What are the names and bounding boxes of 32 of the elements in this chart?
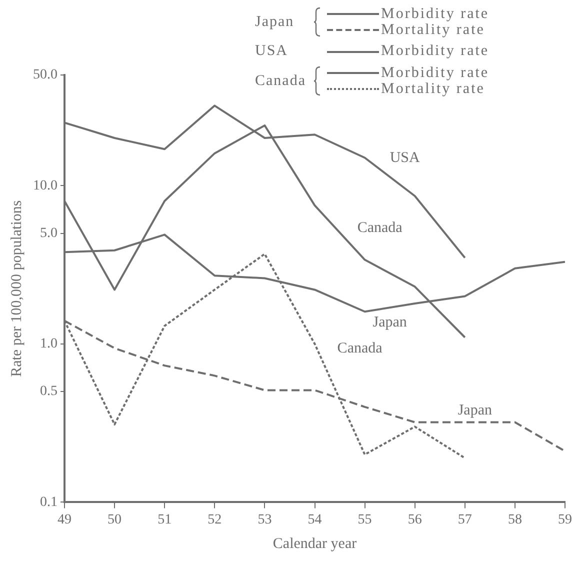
x-tick-label: 55 [358,512,372,528]
x-tick-label: 59 [558,512,572,528]
annotation: Japan [458,402,492,418]
y-tick-label: 5.0 [40,226,58,241]
annotation: USA [390,150,420,166]
y-tick-label: 0.5 [40,384,58,400]
x-tick-label: 51 [158,512,172,528]
x-tick-label: 52 [208,512,222,528]
x-axis-title: Calendar year [272,536,357,552]
annotation: Canada [357,220,403,236]
y-axis-title: Rate per 100,000 populations [8,200,25,377]
x-tick-label: 50 [108,512,122,528]
text: Japan [255,14,296,30]
text: USA [255,43,290,60]
x-tick-label: 53 [258,512,272,528]
y-tick-label: 50.0 [33,68,58,83]
annotation: Canada [255,72,307,90]
legend-label: Morbidity rate [381,64,490,82]
legend-label: Morbidity rate [381,43,490,60]
x-tick-label: 54 [308,512,322,528]
annotation: Japan [372,314,408,330]
x-tick-label: 58 [508,512,522,528]
legend-label: Mortality rate [381,22,485,38]
legend-label: Morbidity rate [381,6,490,22]
legend-label: Mortality rate [381,80,485,98]
y-tick-label: 10.0 [33,178,58,194]
y-tick-label: 0.1 [40,494,58,510]
x-tick-label: 56 [408,512,422,528]
x-tick-label: 57 [458,512,472,528]
annotation: Canada [337,340,383,356]
x-tick-label: 49 [58,512,72,528]
y-tick-label: 1.0 [40,336,58,352]
